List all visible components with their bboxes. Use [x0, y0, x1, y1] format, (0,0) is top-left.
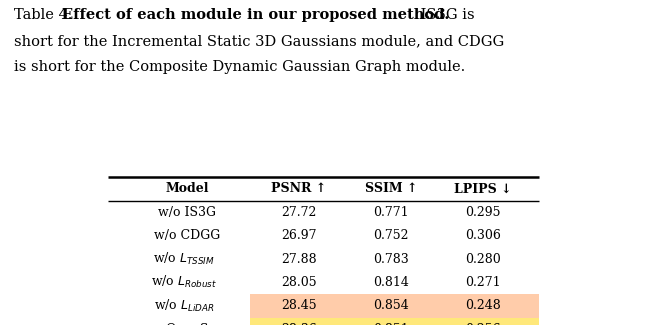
Text: PSNR ↑: PSNR ↑: [271, 182, 327, 195]
Text: w/o CDGG: w/o CDGG: [154, 229, 220, 242]
Text: IS3G is: IS3G is: [416, 8, 474, 22]
Text: 0.256: 0.256: [465, 323, 501, 325]
Text: w/o $L_{TSSIM}$: w/o $L_{TSSIM}$: [153, 251, 215, 267]
Text: SSIM ↑: SSIM ↑: [365, 182, 417, 195]
Text: 0.783: 0.783: [373, 253, 409, 266]
Text: 27.88: 27.88: [281, 253, 317, 266]
Text: is short for the Composite Dynamic Gaussian Graph module.: is short for the Composite Dynamic Gauss…: [14, 60, 466, 74]
Text: w/o $L_{Robust}$: w/o $L_{Robust}$: [151, 274, 217, 291]
Text: 0.248: 0.248: [465, 299, 501, 312]
Text: w/o IS3G: w/o IS3G: [158, 206, 216, 219]
Text: 0.814: 0.814: [373, 276, 409, 289]
Text: 28.36: 28.36: [281, 323, 317, 325]
Text: w/o $L_{LiDAR}$: w/o $L_{LiDAR}$: [154, 298, 214, 314]
Text: 0.771: 0.771: [373, 206, 409, 219]
Text: 0.752: 0.752: [373, 229, 409, 242]
Text: Table 4.: Table 4.: [14, 8, 76, 22]
Text: Model: Model: [166, 182, 209, 195]
Text: 0.854: 0.854: [373, 299, 409, 312]
Text: Ours-S: Ours-S: [166, 323, 209, 325]
Text: 0.280: 0.280: [465, 253, 501, 266]
Text: short for the Incremental Static 3D Gaussians module, and CDGG: short for the Incremental Static 3D Gaus…: [14, 34, 505, 48]
Text: LPIPS ↓: LPIPS ↓: [454, 182, 512, 195]
Text: 26.97: 26.97: [281, 229, 317, 242]
Text: 0.306: 0.306: [465, 229, 501, 242]
Text: 0.295: 0.295: [465, 206, 501, 219]
Bar: [250, 318, 539, 325]
Text: 27.72: 27.72: [281, 206, 317, 219]
Text: 28.45: 28.45: [281, 299, 317, 312]
Text: 0.851: 0.851: [373, 323, 409, 325]
Bar: [250, 294, 539, 318]
Text: 28.05: 28.05: [281, 276, 317, 289]
Text: Effect of each module in our proposed method.: Effect of each module in our proposed me…: [62, 8, 450, 22]
Text: 0.271: 0.271: [465, 276, 501, 289]
